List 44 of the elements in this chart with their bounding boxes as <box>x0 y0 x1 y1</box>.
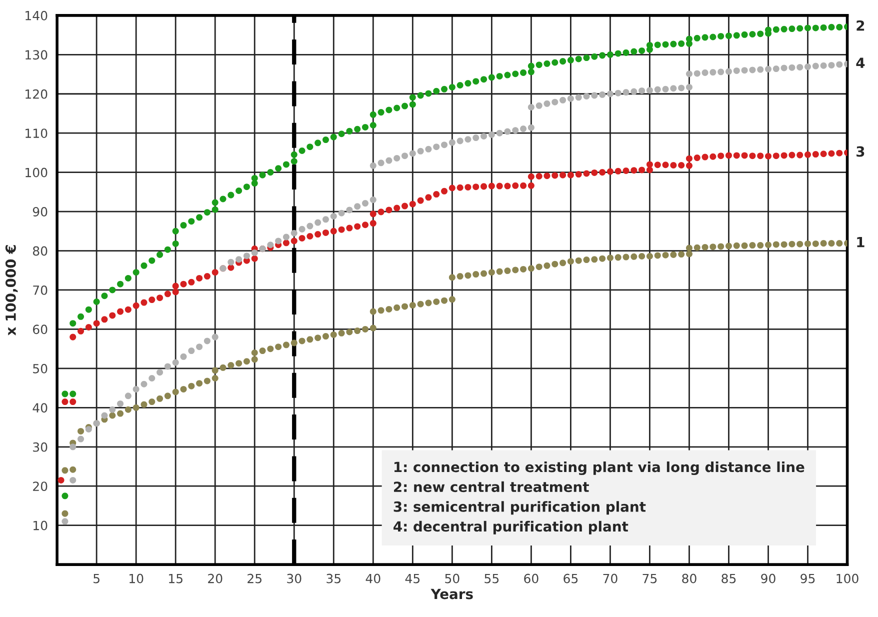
annotation: 4: decentral purification plant <box>394 520 628 534</box>
x-tick-label: 30 <box>287 574 302 584</box>
x-tick-label: 45 <box>405 574 420 584</box>
x-tick-label: 90 <box>761 574 776 584</box>
x-tick-label: 60 <box>524 574 538 584</box>
x-tick-label: 65 <box>564 574 578 584</box>
x-tick-label: 50 <box>445 574 460 584</box>
y-tick-label: 60 <box>33 324 48 334</box>
x-tick-label: 10 <box>130 574 144 584</box>
y-tick-label: 100 <box>26 168 48 178</box>
y-tick-label: 20 <box>33 482 48 492</box>
x-tick-label: 55 <box>484 574 499 584</box>
x-tick-label: 35 <box>326 574 340 584</box>
x-tick-label: 40 <box>366 574 380 584</box>
annotation: 1: connection to existing plant via long distance line <box>394 461 804 476</box>
y-tick-label: 70 <box>33 285 48 295</box>
series-label: 1 <box>857 237 864 248</box>
x-axis-title: Years <box>430 588 473 600</box>
annotation: 3: semicentral purification plant <box>394 501 646 515</box>
series-label: 3 <box>856 146 864 157</box>
y-tick-label: 120 <box>26 89 48 99</box>
x-tick-label: 5 <box>94 574 100 584</box>
y-tick-label: 80 <box>32 246 48 256</box>
y-tick-label: 40 <box>32 403 48 413</box>
y-tick-label: 10 <box>34 520 48 530</box>
x-tick-label: 70 <box>603 574 618 584</box>
x-tick-label: 15 <box>169 574 182 584</box>
x-tick-label: 80 <box>682 574 696 584</box>
y-axis-title: x 100,000 € <box>5 245 18 336</box>
y-tick-label: 30 <box>33 442 48 452</box>
y-tick-label: 110 <box>26 128 48 138</box>
y-tick-label: 50 <box>33 364 48 374</box>
x-tick-label: 20 <box>208 574 222 584</box>
y-tick-label: 130 <box>26 50 48 60</box>
y-tick-label: 90 <box>32 207 48 216</box>
x-tick-label: 100 <box>836 574 858 584</box>
x-tick-label: 85 <box>722 574 736 584</box>
x-tick-label: 25 <box>248 574 262 584</box>
x-tick-label: 95 <box>800 574 815 584</box>
y-tick-label: 140 <box>26 10 48 20</box>
x-tick-label: 75 <box>642 574 657 584</box>
series-label: 2 <box>856 20 864 31</box>
series-label: 4 <box>856 58 865 68</box>
annotation: 2: new central treatment <box>394 481 589 492</box>
